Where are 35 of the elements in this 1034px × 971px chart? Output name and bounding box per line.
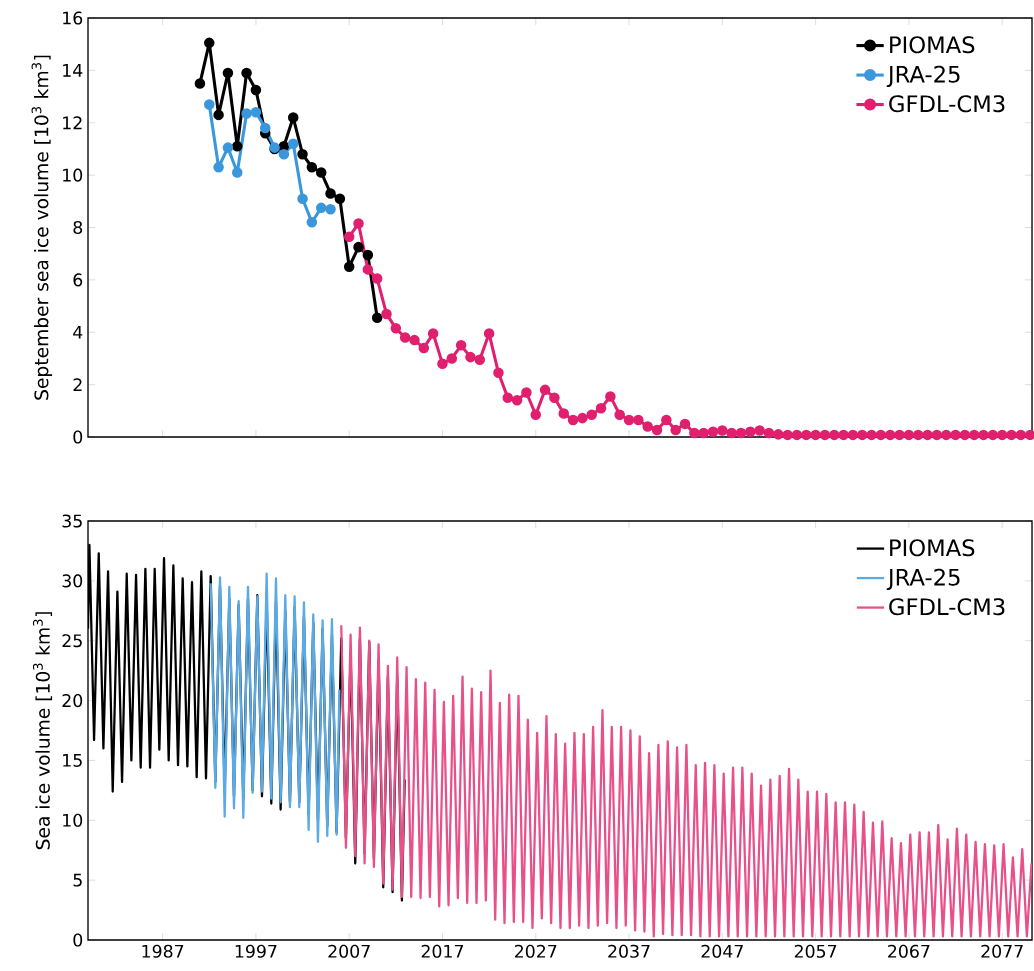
y-tick-label: 0 bbox=[73, 933, 83, 947]
y-tick-label: 35 bbox=[62, 514, 82, 528]
x-tick-label: 2017 bbox=[421, 944, 464, 958]
y-tick-label: 2 bbox=[73, 378, 82, 392]
x-tick-label: 2077 bbox=[981, 944, 1023, 958]
legend-label: JRA-25 bbox=[886, 568, 960, 591]
y-tick-label: 5 bbox=[73, 873, 82, 887]
x-tick-label: 2057 bbox=[794, 944, 837, 958]
legend-label: GFDL-CM3 bbox=[889, 598, 1005, 616]
y-tick-label: 10 bbox=[63, 168, 83, 182]
legend-label: JRA-25 bbox=[886, 65, 960, 88]
x-tick-label: 1997 bbox=[235, 944, 277, 958]
y-tick-label: 15 bbox=[63, 753, 82, 767]
y-axis-title: September sea ice volume [10$^{3}$ km$^{3}$] bbox=[31, 55, 53, 400]
y-axis-title: Sea ice volume [10$^{3}$ km$^{3}$] bbox=[32, 612, 53, 850]
y-tick-label: 14 bbox=[63, 64, 83, 77]
legend-label: GFDL-CM3 bbox=[889, 95, 1005, 113]
x-tick-label: 2067 bbox=[888, 944, 930, 958]
y-tick-label: 12 bbox=[63, 116, 82, 130]
legend-label: PIOMAS bbox=[890, 539, 975, 557]
x-tick-label: 2027 bbox=[514, 944, 557, 958]
y-tick-label: 16 bbox=[63, 11, 83, 25]
x-tick-label: 1987 bbox=[142, 944, 184, 958]
legend-label: PIOMAS bbox=[890, 36, 975, 54]
x-tick-label: 2047 bbox=[701, 944, 743, 958]
y-tick-label: 4 bbox=[73, 325, 83, 339]
y-tick-label: 25 bbox=[62, 634, 82, 648]
y-tick-label: 8 bbox=[73, 220, 83, 235]
x-tick-label: 2037 bbox=[608, 944, 650, 958]
y-tick-label: 30 bbox=[62, 574, 83, 588]
y-tick-label: 0 bbox=[73, 430, 83, 444]
y-tick-label: 6 bbox=[73, 273, 83, 287]
y-tick-label: 20 bbox=[62, 694, 83, 708]
y-tick-label: 10 bbox=[63, 813, 83, 827]
x-tick-label: 2007 bbox=[328, 944, 370, 958]
